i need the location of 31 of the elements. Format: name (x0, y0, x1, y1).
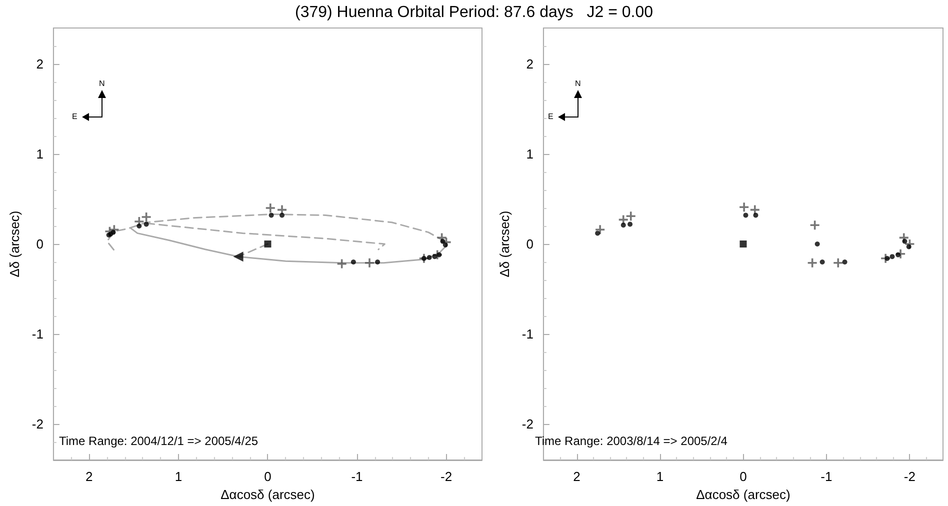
y-tick-label: 2 (526, 56, 534, 72)
y-tick-label: -2 (32, 416, 44, 432)
y-tick-label: 1 (36, 146, 44, 162)
x-tick-label: -1 (820, 469, 832, 484)
x-tick-label: 1 (174, 469, 182, 484)
x-tick-label: 1 (656, 469, 664, 484)
x-axis-title: Δαcosδ (arcsec) (220, 486, 315, 502)
y-tick-label: -1 (522, 326, 534, 342)
y-tick-label: 0 (36, 236, 44, 252)
chart-title: (379) Huenna Orbital Period: 87.6 days J2 = 0.00 (294, 4, 654, 22)
x-tick-label: -1 (351, 469, 363, 484)
y-tick-label: 1 (526, 146, 534, 162)
annotation: Time Range: 2004/12/1 => 2005/4/25 (59, 434, 258, 448)
annotation: N (575, 79, 581, 88)
y-tick-label: 2 (36, 56, 44, 72)
x-tick-label: 0 (264, 469, 272, 484)
x-tick-label: -2 (904, 469, 916, 484)
annotation: Time Range: 2003/8/14 => 2005/2/4 (535, 434, 728, 448)
y-axis-title: Δδ (arcsec) (497, 210, 512, 278)
y-tick-label: 0 (526, 236, 534, 252)
y-axis-title: Δδ (arcsec) (7, 210, 22, 278)
annotation: E (548, 112, 554, 121)
x-tick-label: -2 (440, 469, 452, 484)
y-tick-label: -1 (32, 326, 44, 342)
y-tick-label: -2 (522, 416, 534, 432)
x-tick-label: 0 (740, 469, 747, 484)
annotation: N (99, 79, 105, 88)
x-tick-label: 2 (86, 469, 93, 484)
x-tick-label: 2 (573, 469, 580, 484)
x-axis-title: Δαcosδ (arcsec) (696, 486, 790, 502)
annotation: E (72, 112, 78, 121)
